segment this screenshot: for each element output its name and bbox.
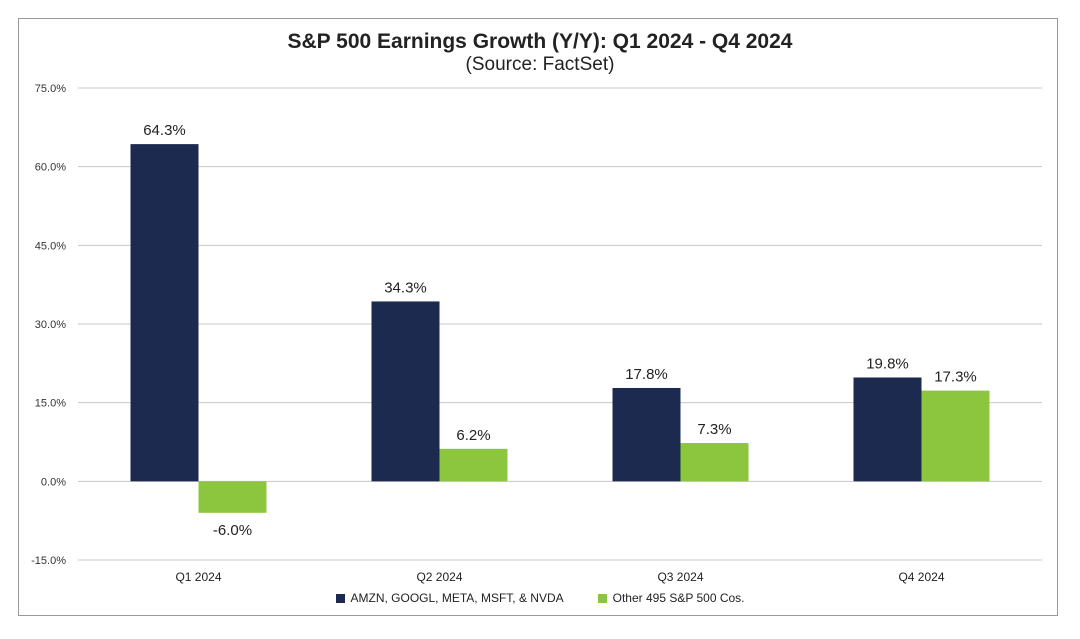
bar-other495-q4-2024 [921, 390, 990, 482]
x-tick-label: Q4 2024 [898, 570, 944, 584]
y-tick-label: 15.0% [35, 398, 66, 410]
x-tick-label: Q2 2024 [416, 570, 462, 584]
x-tick-label: Q1 2024 [175, 570, 221, 584]
legend-label-top5: AMZN, GOOGL, META, MSFT, & NVDA [350, 591, 564, 605]
bar-top5-q3-2024 [612, 387, 681, 482]
value-label: 7.3% [697, 421, 731, 438]
legend-label-other495: Other 495 S&P 500 Cos. [612, 591, 745, 605]
value-label: 34.3% [384, 279, 427, 296]
y-tick-label: 30.0% [35, 319, 66, 331]
value-label: -6.0% [213, 522, 252, 539]
value-label: 19.8% [866, 355, 909, 372]
legend-swatch-top5 [335, 593, 345, 603]
value-label: 64.3% [143, 122, 186, 139]
bars [130, 144, 990, 513]
y-tick-label: -15.0% [31, 555, 66, 567]
legend-swatch-other495 [597, 593, 607, 603]
bar-top5-q4-2024 [853, 377, 922, 482]
y-tick-label: 0.0% [41, 476, 66, 488]
value-label: 17.3% [934, 369, 977, 386]
bar-other495-q1-2024 [198, 481, 267, 513]
value-labels: 64.3% -6.0% 34.3% 6.2% 17.8% 7.3% 19.8% 17.3% [143, 122, 977, 539]
y-tick-label: 45.0% [35, 240, 66, 252]
legend-item-other495: Other 495 S&P 500 Cos. [597, 591, 745, 605]
bar-top5-q1-2024 [130, 144, 199, 482]
gridlines [78, 87, 1042, 561]
y-axis-labels: -15.0% 0.0% 15.0% 30.0% 45.0% 60.0% 75.0% [31, 83, 66, 567]
legend: AMZN, GOOGL, META, MSFT, & NVDA Other 49… [0, 591, 1080, 605]
chart-title: S&P 500 Earnings Growth (Y/Y): Q1 2024 -… [287, 30, 793, 53]
value-label: 6.2% [456, 427, 490, 444]
x-tick-label: Q3 2024 [657, 570, 703, 584]
legend-item-top5: AMZN, GOOGL, META, MSFT, & NVDA [335, 591, 564, 605]
y-tick-label: 60.0% [35, 162, 66, 174]
chart-subtitle: (Source: FactSet) [465, 54, 615, 75]
bar-other495-q2-2024 [439, 448, 508, 482]
bar-other495-q3-2024 [680, 443, 749, 482]
y-tick-label: 75.0% [35, 83, 66, 95]
x-axis-labels: Q1 2024 Q2 2024 Q3 2024 Q4 2024 [175, 570, 944, 584]
value-label: 17.8% [625, 366, 668, 383]
bar-top5-q2-2024 [371, 301, 440, 482]
